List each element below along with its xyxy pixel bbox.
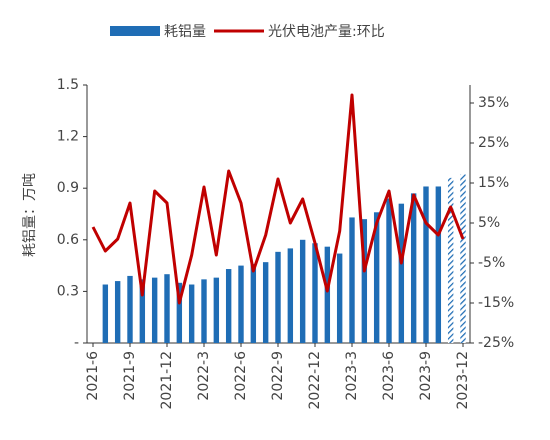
bar [447,177,454,343]
bar [225,269,232,343]
bar [287,248,294,343]
bar [361,219,368,343]
bar [139,279,146,343]
bar [299,239,306,343]
y2-tick-label: 25% [478,135,509,151]
bar [398,203,405,343]
bar [349,217,355,343]
y-tick-label: 1.5 [57,77,79,93]
legend-swatch [110,26,160,36]
x-tick-label: 2021-9 [122,351,138,401]
x-tick-label: 2021-12 [159,351,175,410]
bar [435,186,442,343]
bar [213,277,220,343]
bar [324,246,331,343]
x-tick-label: 2021-6 [85,351,101,401]
bar [336,253,343,343]
y-tick-label: 0.9 [57,180,79,196]
x-tick-label: 2023-9 [418,351,434,401]
bar [188,284,195,343]
y2-tick-label: -15% [478,295,514,311]
bar [275,251,281,343]
y-tick-label: - [74,335,79,351]
x-tick-label: 2022-9 [270,351,286,401]
y-tick-label: 0.6 [57,232,79,248]
x-tick-label: 2022-12 [307,351,323,410]
y-tick-label: 0.3 [57,283,79,299]
x-tick-label: 2022-3 [196,351,212,401]
bar [373,212,380,343]
legend-label: 光伏电池产量:环比 [268,24,385,40]
bar [386,198,392,343]
y-axis-title: 耗铝量：万吨 [22,173,38,257]
y-tick-label: 1.2 [57,129,79,145]
bar [460,174,466,343]
bar [423,186,429,343]
x-tick-label: 2023-6 [381,351,397,401]
bar [201,279,207,343]
x-tick-label: 2023-12 [455,351,471,410]
y2-tick-label: 5% [478,215,500,231]
legend-label: 耗铝量 [164,24,206,40]
line [91,93,465,305]
bar [176,282,183,343]
y2-tick-label: 35% [478,95,509,111]
bar [102,284,109,343]
x-tick-label: 2023-3 [344,351,360,401]
bar [151,277,158,343]
bar [164,274,170,343]
y2-tick-label: -5% [478,255,505,271]
bar [127,275,133,343]
x-tick-label: 2022-6 [233,351,249,401]
bar [114,281,121,343]
bar [238,265,244,343]
bar [250,263,257,343]
y2-tick-label: -25% [478,335,514,351]
bar [262,262,269,343]
bar [312,243,318,343]
y2-tick-label: 15% [478,175,509,191]
bar [410,193,417,343]
